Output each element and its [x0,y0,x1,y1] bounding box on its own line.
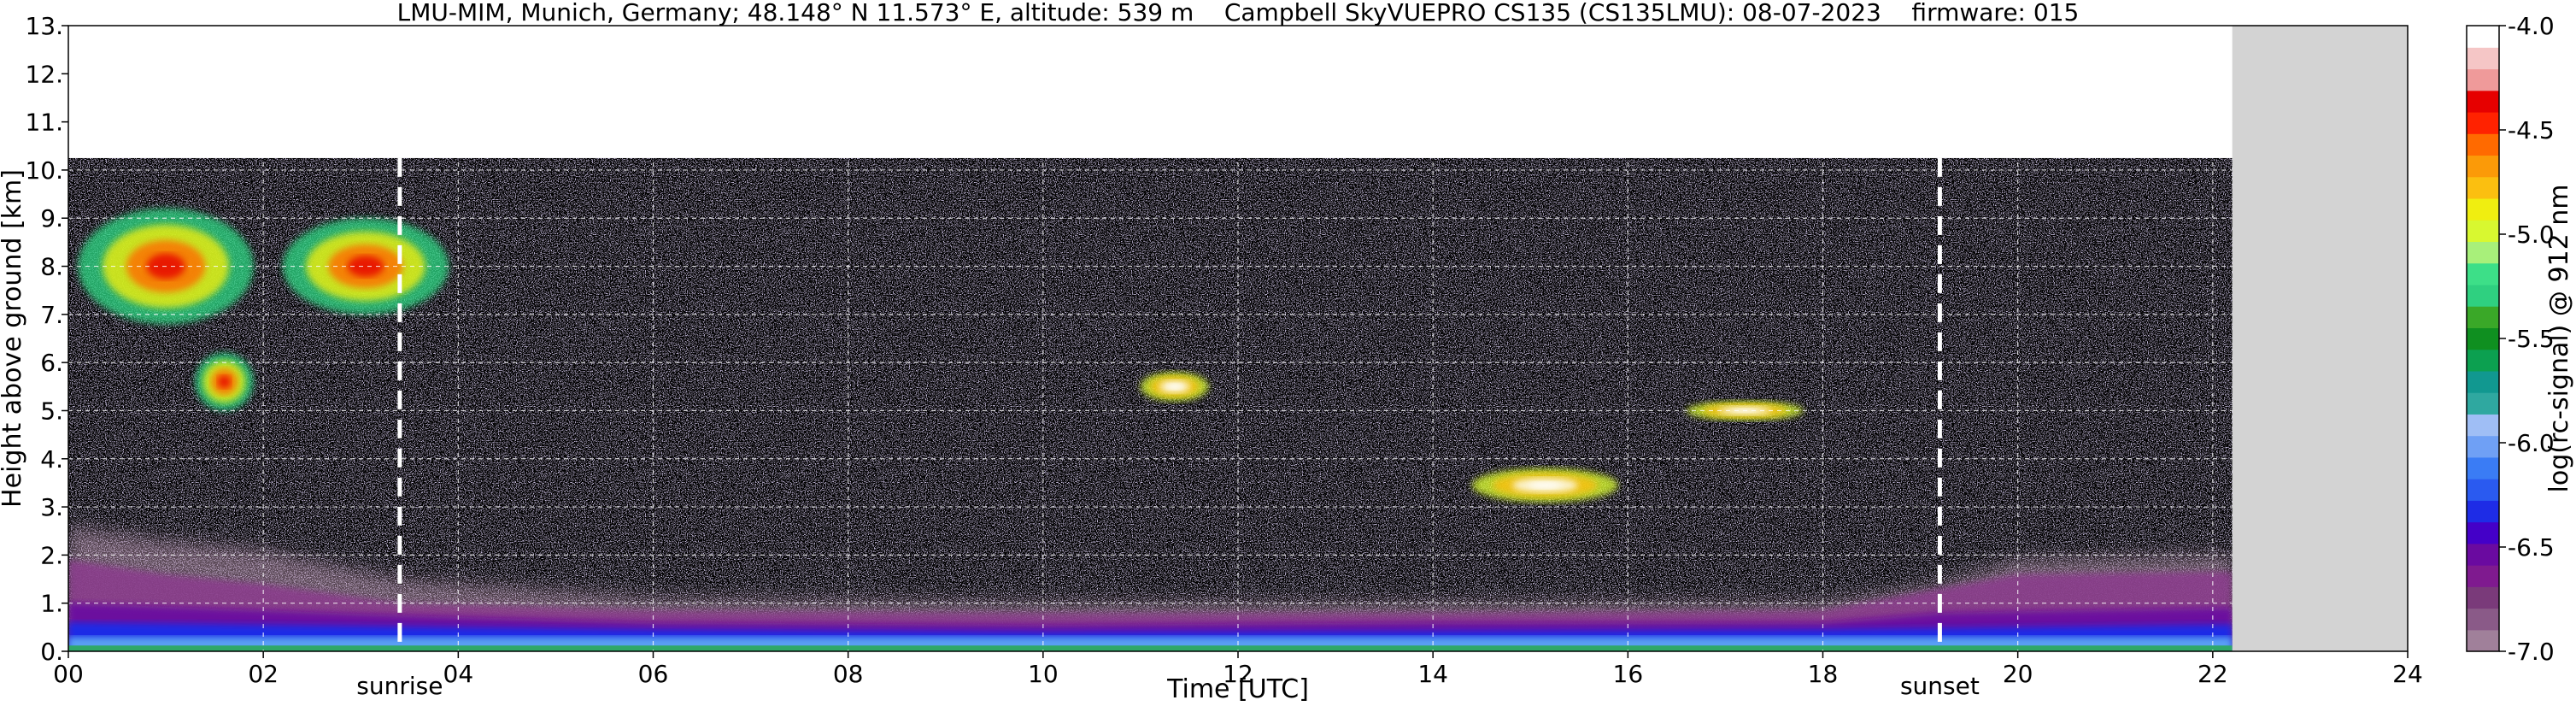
cloud-feature-core [347,256,384,277]
x-tick-label: 16 [1613,660,1644,688]
colorbar-swatch [2467,521,2499,544]
y-tick-label: 8. [40,253,63,281]
colorbar-swatch [2467,629,2499,652]
x-tick-label: 08 [833,660,864,688]
y-axis-ticks: 0. 1. 2. 3. 4. 5. 6. 7. 8. 9. 10. 11. 12. 13. [25,12,68,666]
x-tick-label: 04 [443,660,474,688]
y-tick-label: 4. [40,445,63,474]
x-tick-label: 10 [1028,660,1059,688]
colorbar-swatch [2467,456,2499,479]
y-tick-label: 7. [40,301,63,329]
x-axis-ticks: 00 02 04 06 08 10 12 14 16 18 20 22 24 [53,651,2423,688]
y-tick-label: 13. [25,12,63,40]
colorbar-swatch [2467,241,2499,264]
cloud-feature-core [1167,383,1182,391]
colorbar-swatch [2467,111,2499,134]
colorbar-tick-label: -7.0 [2508,638,2555,666]
y-tick-label: 1. [40,590,63,618]
colorbar-swatch [2467,586,2499,609]
colorbar-swatch [2467,414,2499,437]
colorbar-swatch [2467,133,2499,156]
colorbar-swatch [2467,349,2499,372]
y-tick-label: 2. [40,541,63,569]
x-tick-label: 12 [1223,660,1253,688]
colorbar [2467,26,2499,652]
colorbar-swatch [2467,68,2499,91]
colorbar-tick-label: -6.0 [2508,429,2555,457]
colorbar-swatch [2467,284,2499,307]
colorbar-swatch [2467,543,2499,566]
colorbar-swatch [2467,220,2499,243]
y-tick-label: 0. [40,638,63,666]
colorbar-label: log(rc-signal) @ 912 nm [2544,185,2574,493]
colorbar-ticks: -4.0 -4.5 -5.0 -5.5 -6.0 -6.5 -7.0 [2499,12,2555,666]
sunset-marker: sunset [1900,157,1980,700]
colorbar-swatch [2467,327,2499,350]
colorbar-swatch [2467,26,2499,48]
colorbar-swatch [2467,500,2499,523]
colorbar-swatch [2467,565,2499,587]
cloud-feature [195,352,254,411]
cloud-features [78,208,1804,503]
x-tick-label: 14 [1417,660,1448,688]
sunrise-marker: sunrise [356,157,443,700]
colorbar-tick-label: -6.5 [2508,533,2555,562]
x-tick-label: 20 [2003,660,2033,688]
colorbar-swatch [2467,306,2499,328]
no-data-fill [2232,26,2408,651]
y-tick-label: 3. [40,493,63,521]
colorbar-swatch [2467,155,2499,178]
sunrise-label: sunrise [356,672,443,700]
grid-lines [68,26,2233,651]
colorbar-tick-label: -4.5 [2508,116,2555,144]
backscatter-image [68,157,2233,651]
colorbar-tick-label: -4.0 [2508,12,2555,40]
boundary-layer [68,526,2233,651]
x-tick-label: 06 [638,660,669,688]
colorbar-swatch [2467,370,2499,393]
y-tick-label: 5. [40,397,63,425]
x-axis-label: Time [UTC] [1166,674,1309,704]
colorbar-tick-label: -5.0 [2508,221,2555,249]
colorbar-swatch [2467,47,2499,70]
colorbar-swatch [2467,479,2499,501]
y-tick-label: 6. [40,349,63,377]
cloud-feature [1471,468,1618,503]
x-tick-label: 24 [2392,660,2423,688]
cloud-feature-core [1529,481,1562,490]
cloud-feature [282,218,449,315]
colorbar-swatch [2467,392,2499,415]
colorbar-swatch [2467,176,2499,199]
chart-title: LMU-MIM, Munich, Germany; 48.148° N 11.5… [397,0,2080,26]
colorbar-swatch [2467,262,2499,285]
cloud-feature [1140,372,1209,402]
y-tick-label: 10. [25,156,63,185]
y-axis-label: Height above ground [km] [0,169,27,508]
cloud-feature-core [218,375,232,389]
x-tick-label: 18 [1808,660,1839,688]
x-tick-label: 22 [2198,660,2228,688]
colorbar-tick-label: -5.5 [2508,325,2555,353]
no-data-region [2232,26,2408,651]
y-tick-label: 11. [25,109,63,137]
colorbar-swatch [2467,197,2499,221]
colorbar-swatch [2467,608,2499,631]
sunset-label: sunset [1900,672,1980,700]
y-tick-label: 9. [40,204,63,232]
colorbar-swatch [2467,435,2499,458]
y-tick-label: 12. [25,60,63,88]
x-tick-label: 02 [248,660,279,688]
colorbar-swatch [2467,90,2499,113]
x-tick-label: 00 [53,660,84,688]
surface-return [68,645,2233,651]
